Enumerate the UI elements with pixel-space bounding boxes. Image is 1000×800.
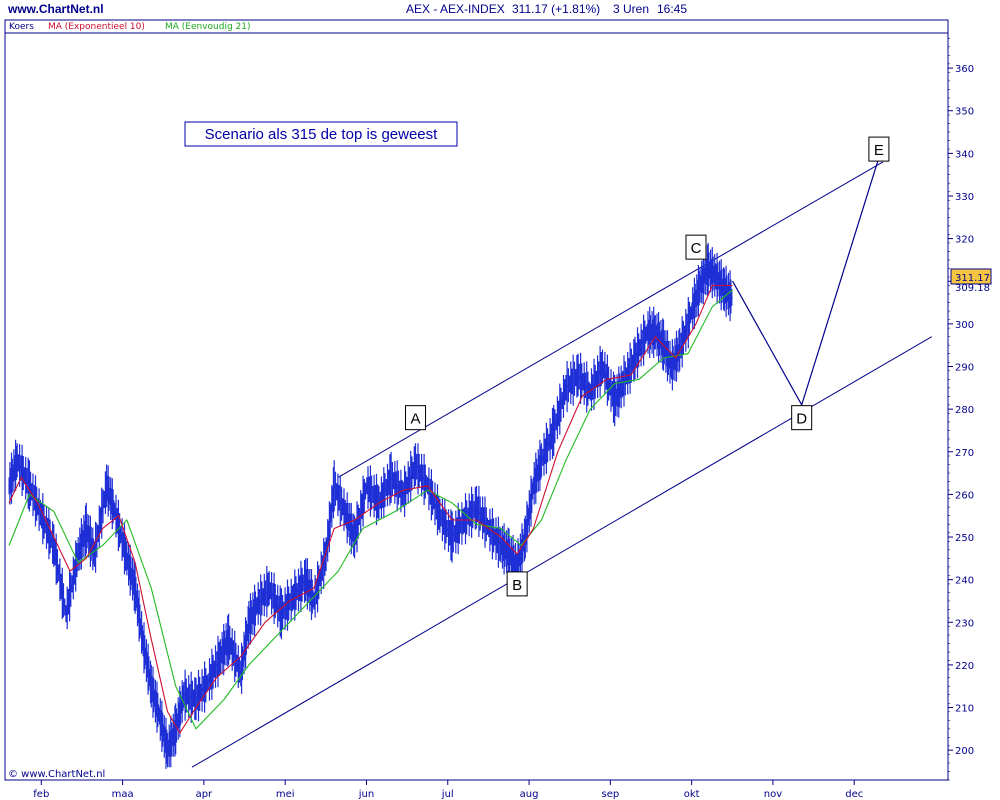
y-tick-label: 260 [955, 490, 974, 501]
y-tick-label: 340 [955, 149, 974, 160]
x-tick-label: feb [33, 789, 49, 800]
wave-label-box [685, 234, 707, 260]
y-tick-label: 270 [955, 448, 974, 459]
wave-label-box [791, 405, 813, 431]
wave-label-box [868, 136, 890, 162]
x-tick-label: apr [196, 789, 213, 800]
x-tick-label: mei [276, 789, 295, 800]
price-bars [8, 242, 733, 769]
sma-line [8, 289, 733, 730]
y-tick-label: 200 [955, 746, 974, 757]
plot-frame [4, 19, 949, 781]
wave-label: A [411, 411, 421, 428]
y-tick-label: 230 [955, 618, 974, 629]
x-tick-label: okt [684, 789, 700, 800]
x-tick-label: nov [764, 789, 782, 800]
price-badge-box [950, 268, 992, 285]
ema-line [8, 284, 733, 735]
y-tick-label: 220 [955, 661, 974, 672]
y-tick-label: 360 [955, 64, 974, 75]
x-axis: feb maa apr mei jun jul aug sep okt nov dec [33, 780, 863, 800]
y-tick-label: 210 [955, 704, 974, 715]
legend-sma: MA (Eenvoudig 21) [165, 22, 251, 32]
wave-label: C [691, 240, 702, 257]
x-tick-label: jul [441, 789, 454, 800]
price-line [8, 267, 734, 753]
x-tick-label: aug [520, 789, 539, 800]
channel-line [338, 161, 884, 478]
y-tick-label: 250 [955, 533, 974, 544]
x-tick-label: sep [601, 789, 619, 800]
series-group [8, 157, 880, 769]
x-tick-label: dec [845, 789, 863, 800]
x-tick-label: jun [358, 789, 374, 800]
wave-label: D [796, 411, 807, 428]
projection-path [732, 157, 880, 407]
wave-label: E [874, 142, 884, 159]
y-tick-label: 300 [955, 320, 974, 331]
y-axis: 200 210 220 230 240 250 260 270 280 290 300 320 330 3… [948, 37, 974, 781]
copyright: © www.ChartNet.nl [8, 769, 105, 780]
scenario-text: Scenario als 315 de top is geweest [205, 126, 438, 143]
wave-label-box [506, 571, 528, 597]
wave-label-box [405, 405, 427, 431]
period-label: 3 Uren [613, 2, 649, 16]
y-tick-label: 280 [955, 405, 974, 416]
y-tick-label: 350 [955, 107, 974, 118]
secondary-price-label: 309.18 [955, 283, 990, 294]
trend-channel [191, 161, 932, 768]
x-tick-label: maa [112, 789, 134, 800]
y-tick-label: 320 [955, 235, 974, 246]
y-tick-label: 290 [955, 363, 974, 374]
time-label: 16:45 [657, 2, 687, 16]
last-price-label: 311.17 [955, 273, 990, 284]
wave-labels: A B C D E [405, 136, 890, 597]
wave-label: B [512, 577, 522, 594]
scenario-box [184, 121, 458, 147]
site-name[interactable]: www.ChartNet.nl [7, 2, 104, 16]
legend-ema: MA (Exponentieel 10) [48, 22, 145, 32]
y-tick-label: 330 [955, 192, 974, 203]
quote-value: 311.17 (+1.81%) [512, 2, 600, 16]
chart-title: AEX - AEX-INDEX [406, 2, 505, 16]
y-tick-label: 240 [955, 576, 974, 587]
legend-price: Koers [9, 22, 34, 32]
